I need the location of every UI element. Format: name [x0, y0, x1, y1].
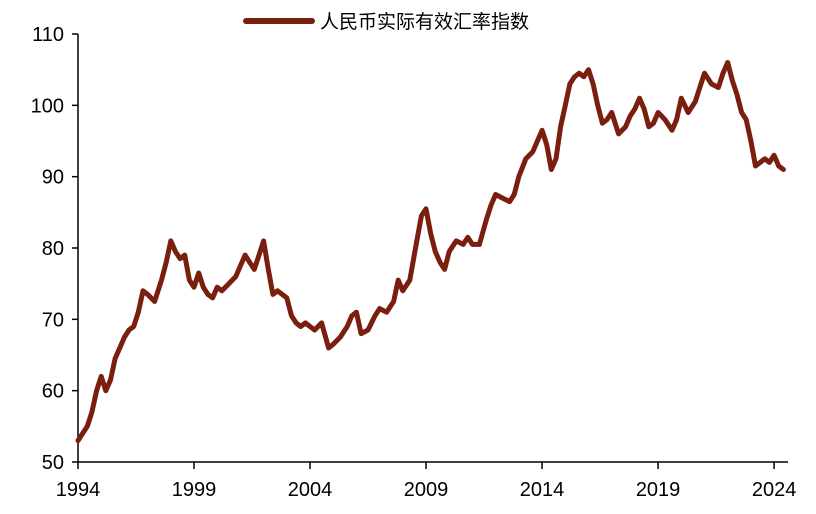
y-tick-label: 60 [42, 381, 64, 403]
x-tick-label: 2009 [404, 479, 449, 501]
x-tick-label: 2004 [288, 479, 333, 501]
y-tick-label: 90 [42, 167, 64, 189]
series-layer [75, 60, 786, 444]
y-axis-ticks: 50 60 70 80 90 100 110 [31, 24, 78, 474]
x-tick-label: 1994 [56, 479, 101, 501]
y-tick-label: 70 [42, 309, 64, 331]
y-tick-label: 50 [42, 452, 64, 474]
x-tick-label: 2024 [752, 479, 797, 501]
x-tick-label: 2019 [636, 479, 681, 501]
legend-label: 人民币实际有效汇率指数 [320, 11, 529, 33]
y-tick-label: 110 [32, 24, 64, 46]
chart-legend: 人民币实际有效汇率指数 [243, 11, 529, 33]
x-axis-ticks: 1994 1999 2004 2009 2014 2019 2024 [56, 462, 797, 501]
y-tick-label: 100 [31, 95, 64, 117]
y-tick-label: 80 [42, 238, 64, 260]
series-line-reer [75, 60, 786, 444]
x-tick-label: 2014 [520, 479, 565, 501]
x-tick-label: 1999 [172, 479, 217, 501]
